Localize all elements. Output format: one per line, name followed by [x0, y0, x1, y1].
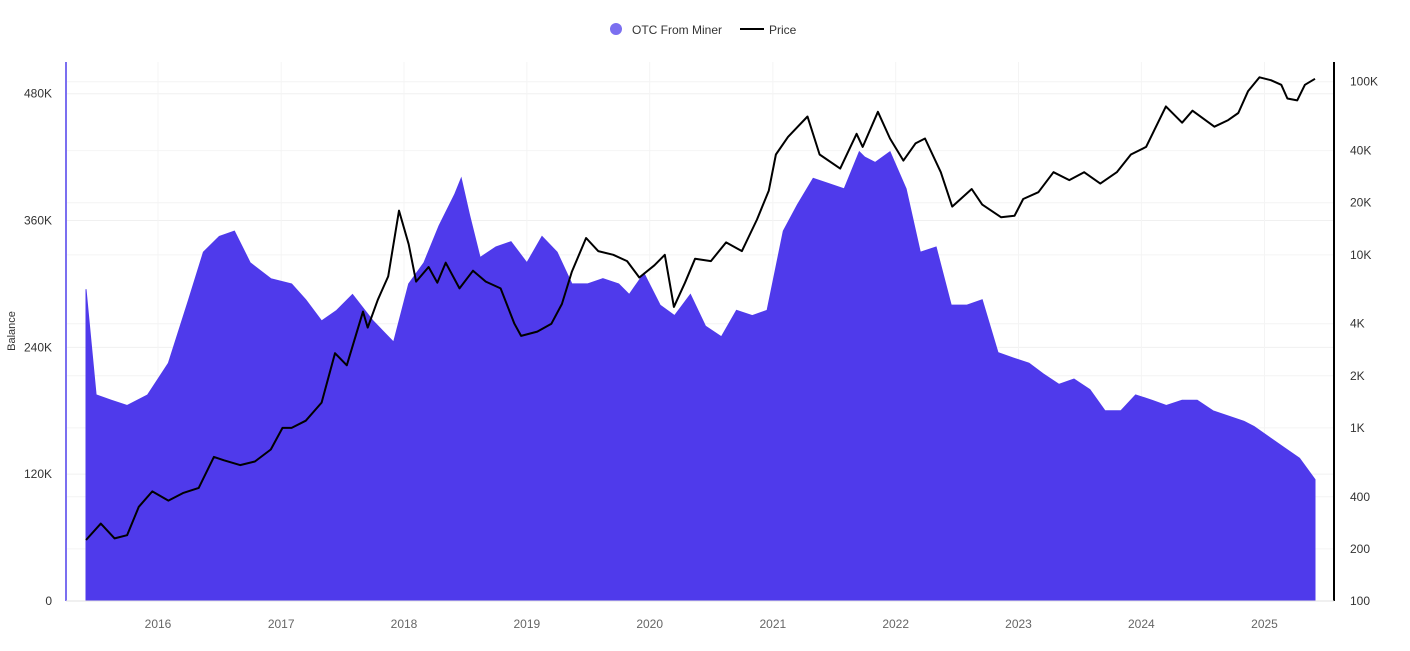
x-tick-label: 2024 [1128, 617, 1155, 631]
x-tick-label: 2022 [882, 617, 909, 631]
legend-item-price[interactable]: Price [740, 23, 797, 37]
x-tick-label: 2025 [1251, 617, 1278, 631]
otc-from-miner-area [85, 150, 1316, 602]
x-tick-label: 2018 [391, 617, 418, 631]
y-right-tick-label: 40K [1350, 144, 1371, 158]
x-tick-label: 2023 [1005, 617, 1032, 631]
y-right-tick-label: 100K [1350, 75, 1378, 89]
axes: Balance [6, 62, 1335, 602]
legend-item-otc-from-miner[interactable]: OTC From Miner [610, 23, 722, 37]
y-right-tick-label: 10K [1350, 248, 1371, 262]
y-right-tick-label: 100 [1350, 594, 1370, 608]
y-right-tick-label: 20K [1350, 196, 1371, 210]
legend-label-price: Price [769, 23, 797, 37]
y-right-tick-label: 4K [1350, 317, 1365, 331]
x-tick-label: 2020 [636, 617, 663, 631]
tick-labels: 0 120K 240K 360K 480K 100 200 400 1K 2K 4K 10K 20K 40… [24, 75, 1378, 631]
y-right-tick-label: 200 [1350, 542, 1370, 556]
y-right-tick-label: 400 [1350, 490, 1370, 504]
x-tick-label: 2019 [514, 617, 541, 631]
y-left-tick-label: 360K [24, 214, 52, 228]
y-right-tick-label: 1K [1350, 421, 1365, 435]
y-left-tick-label: 120K [24, 467, 52, 481]
y-left-tick-label: 0 [45, 594, 52, 608]
y-left-tick-label: 240K [24, 340, 52, 354]
legend: OTC From Miner Price [610, 23, 797, 37]
y-right-tick-label: 2K [1350, 369, 1365, 383]
plot-area [85, 76, 1316, 602]
legend-dot-marker [610, 23, 622, 35]
y-left-tick-label: 480K [24, 87, 52, 101]
price-line [85, 76, 1316, 541]
legend-label-otc-from-miner: OTC From Miner [632, 23, 722, 37]
y-axis-title-balance: Balance [6, 311, 18, 351]
x-tick-label: 2021 [760, 617, 787, 631]
x-tick-label: 2016 [145, 617, 172, 631]
x-tick-label: 2017 [268, 617, 295, 631]
